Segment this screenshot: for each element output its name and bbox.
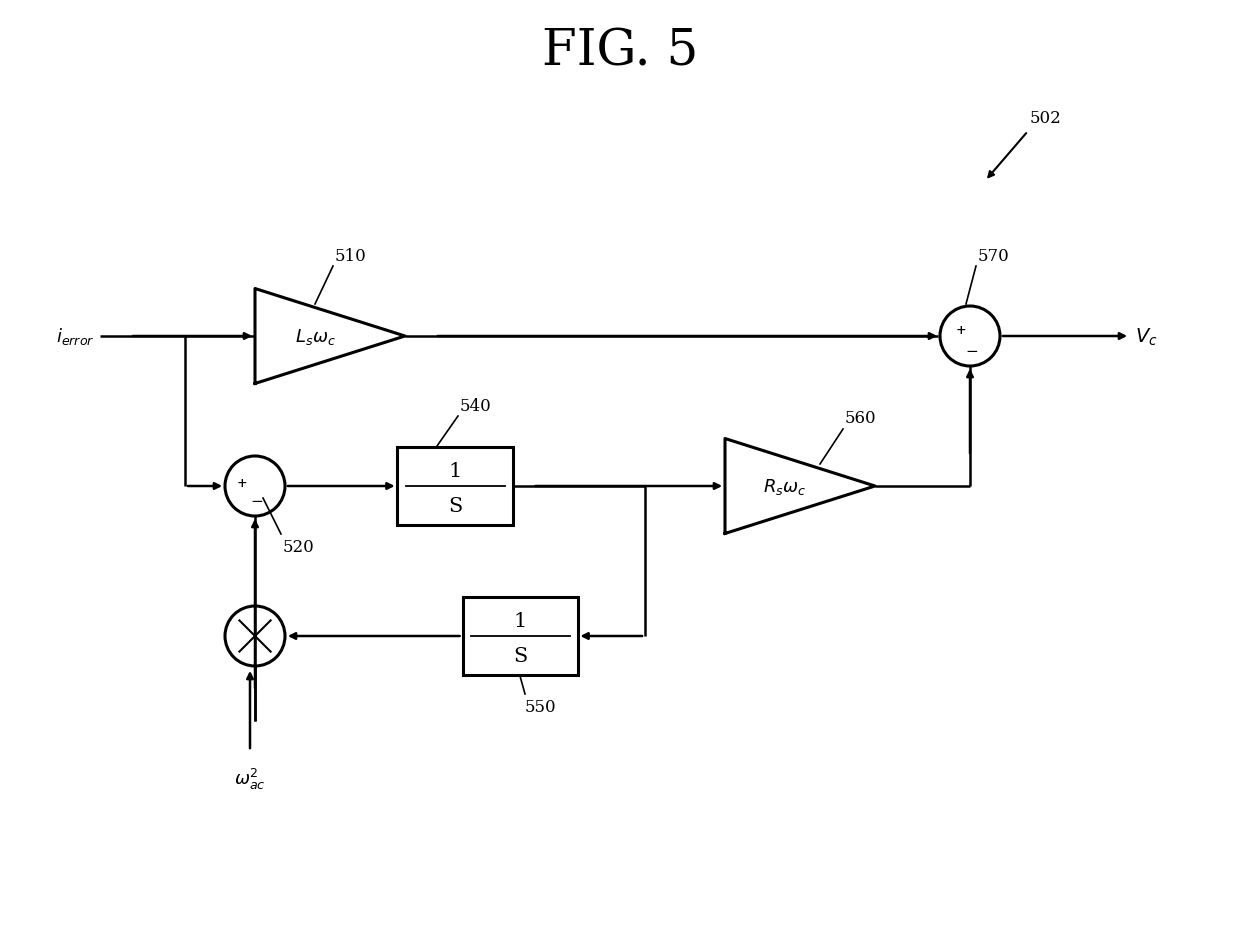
Text: 560: 560 (844, 410, 877, 427)
Polygon shape (725, 439, 875, 534)
Text: $R_s\omega_c$: $R_s\omega_c$ (764, 476, 807, 496)
Text: 550: 550 (525, 698, 557, 715)
Text: S: S (513, 647, 527, 665)
Text: 520: 520 (283, 538, 315, 555)
Text: −: − (250, 494, 263, 508)
Text: 502: 502 (1030, 110, 1061, 127)
Text: 1: 1 (513, 612, 527, 631)
Text: +: + (236, 477, 247, 490)
Text: 510: 510 (335, 248, 367, 265)
Text: $i_{error}$: $i_{error}$ (56, 326, 95, 347)
Text: 1: 1 (449, 462, 461, 481)
Text: S: S (448, 497, 463, 516)
Text: 540: 540 (460, 398, 492, 415)
Text: FIG. 5: FIG. 5 (542, 27, 698, 77)
FancyBboxPatch shape (463, 597, 578, 675)
Text: +: + (956, 324, 966, 337)
Text: −: − (965, 344, 978, 358)
Text: $L_s\omega_c$: $L_s\omega_c$ (295, 327, 336, 346)
Text: $\omega_{ac}^{2}$: $\omega_{ac}^{2}$ (234, 767, 265, 791)
Text: 570: 570 (978, 248, 1009, 265)
Text: $V_c$: $V_c$ (1135, 326, 1158, 347)
Polygon shape (255, 289, 405, 384)
FancyBboxPatch shape (398, 447, 512, 525)
